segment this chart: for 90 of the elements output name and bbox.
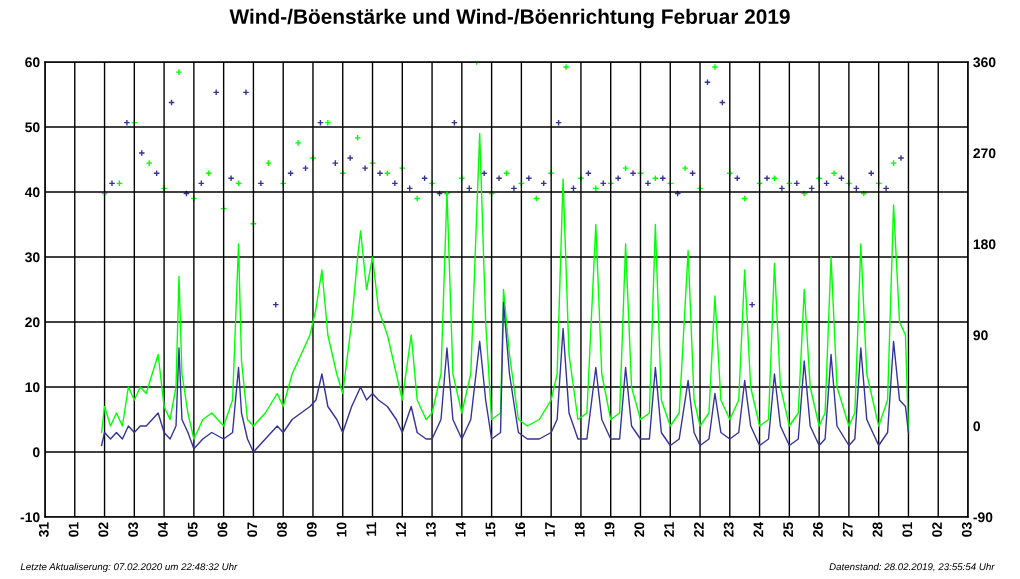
x-tick-label: 06 [217, 522, 228, 537]
x-tick-label: 09 [306, 522, 317, 537]
x-tick-label: 26 [813, 522, 823, 537]
x-tick-label: 10 [336, 522, 347, 537]
x-tick-label: 01 [902, 522, 913, 537]
point [302, 164, 309, 172]
x-tick-label: 23 [723, 522, 734, 537]
point [525, 174, 533, 182]
point [354, 134, 362, 142]
point [644, 179, 652, 187]
y-tick-label: 40 [24, 187, 40, 198]
point [659, 174, 667, 182]
point [495, 174, 503, 182]
point [778, 184, 786, 192]
y-tick-label: 0 [32, 447, 40, 458]
chart-title: Wind-/Böenstärke und Wind-/Böenrichtung Februar 2019 [229, 8, 790, 29]
point [681, 164, 689, 172]
point [123, 119, 131, 127]
point [480, 169, 488, 177]
text: Letzte Aktualiserung: 07.02.2020 um 22:48:32 Uhr [20, 562, 238, 573]
x-tick-label: 02 [98, 522, 109, 537]
x-tick-label: 25 [783, 522, 794, 537]
point [242, 88, 250, 96]
point [138, 149, 146, 157]
point [227, 174, 235, 182]
x-tick-label: 14 [455, 521, 466, 537]
x-tick-label: 08 [277, 522, 287, 537]
x-tick-label: 11 [366, 522, 377, 536]
y-tick-label: 10 [25, 382, 40, 393]
point [108, 179, 116, 187]
y2-tick-label: 270 [973, 148, 996, 159]
x-tick-label: 15 [485, 522, 496, 537]
point [763, 174, 771, 182]
y-tick-label: 30 [25, 252, 40, 263]
x-tick-label: 01 [68, 522, 79, 537]
x-tick-label: 21 [664, 522, 674, 537]
line-series [100, 132, 910, 440]
point [376, 169, 384, 177]
y-tick-label: 50 [25, 122, 40, 133]
x-tick-label: 17 [545, 522, 555, 537]
point [510, 184, 518, 192]
point [391, 179, 399, 187]
x-tick-label: 24 [753, 521, 764, 537]
x-tick-label: 13 [425, 522, 436, 537]
point [614, 174, 622, 182]
point [622, 164, 630, 172]
x-tick-label: 05 [187, 522, 198, 537]
y-tick-label: 60 [25, 57, 40, 68]
y2-tick-label: 0 [973, 421, 981, 432]
x-tick-label: 02 [932, 522, 942, 537]
point [361, 164, 369, 172]
point [324, 119, 332, 127]
line-series [100, 301, 910, 453]
point [592, 184, 600, 192]
x-tick-label: 04 [157, 521, 168, 537]
x-tick-label: 22 [693, 522, 704, 537]
point [897, 154, 905, 162]
x-tick-label: 07 [247, 522, 258, 537]
point [264, 159, 272, 167]
point [882, 184, 890, 192]
y2-tick-label: 90 [973, 330, 988, 341]
point [331, 159, 339, 167]
y2-tick-label: 180 [973, 239, 996, 250]
y2-tick-label: -90 [973, 512, 993, 523]
y-tick-label: 20 [25, 317, 40, 328]
point [175, 68, 183, 76]
x-tick-label: 20 [634, 522, 645, 537]
point [562, 63, 570, 71]
x-tick-label: 12 [396, 522, 406, 537]
point [413, 195, 421, 202]
point [711, 63, 719, 71]
x-tick-label: 31 [38, 522, 49, 537]
x-tick-label: 27 [842, 522, 853, 537]
x-tick-label: 03 [128, 522, 139, 537]
point [748, 301, 756, 309]
x-tick-label: 19 [604, 522, 615, 537]
x-tick-label: 18 [574, 522, 585, 537]
point [830, 169, 838, 177]
y-tick-label: -10 [20, 512, 40, 523]
point [346, 154, 354, 162]
y2-tick-label: 360 [973, 57, 996, 68]
x-tick-label: 03 [961, 522, 972, 537]
x-tick-label: 28 [872, 522, 883, 537]
point [890, 159, 898, 167]
point [629, 169, 637, 177]
x-tick-label: 16 [515, 522, 526, 537]
point [257, 179, 265, 187]
point [145, 159, 153, 167]
text: Datenstand: 28.02.2019, 23:55:54 Uhr [829, 562, 995, 572]
point [294, 139, 302, 147]
